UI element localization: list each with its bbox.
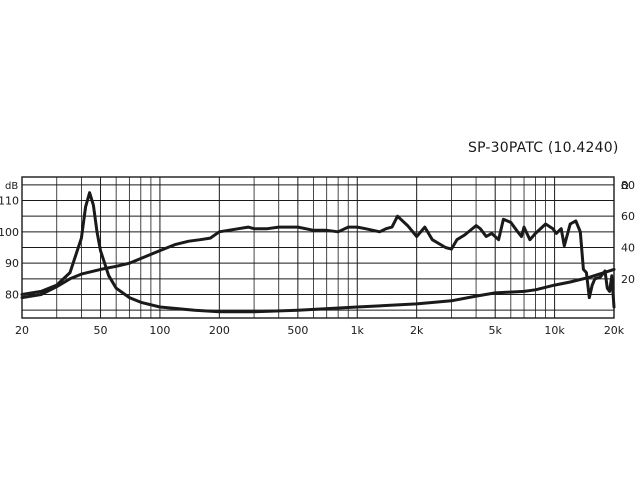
x-tick-label: 20 bbox=[15, 324, 29, 337]
x-tick-label: 2k bbox=[410, 324, 424, 337]
right-y-tick-label: 80 bbox=[621, 179, 635, 192]
x-tick-label: 50 bbox=[94, 324, 108, 337]
left-y-tick-label: 80 bbox=[5, 289, 19, 302]
impedance-curve bbox=[20, 191, 616, 314]
left-axis-unit: dB bbox=[5, 181, 18, 192]
left-y-tick-label: 110 bbox=[0, 195, 19, 208]
axis-labels: 20 50 100 200 500 1k 2k 5k 10k 20k 80 90 100 110 20 40 6… bbox=[0, 179, 635, 337]
right-y-tick-label: 40 bbox=[621, 242, 635, 255]
frequency-response-curve bbox=[20, 214, 616, 309]
right-y-tick-label: 20 bbox=[621, 273, 635, 286]
grid bbox=[22, 177, 614, 318]
left-y-tick-label: 100 bbox=[0, 226, 19, 239]
x-tick-label: 10k bbox=[544, 324, 565, 337]
x-tick-label: 5k bbox=[489, 324, 503, 337]
plot-frame bbox=[21, 176, 615, 319]
x-tick-label: 1k bbox=[351, 324, 365, 337]
right-y-tick-label: 60 bbox=[621, 210, 635, 223]
x-tick-label: 200 bbox=[209, 324, 230, 337]
right-axis-unit: Ω bbox=[621, 181, 629, 192]
x-tick-label: 100 bbox=[149, 324, 170, 337]
left-y-tick-label: 90 bbox=[5, 257, 19, 270]
curves bbox=[20, 191, 616, 314]
chart-title: SP-30PATC (10.4240) bbox=[468, 140, 619, 156]
x-tick-label: 500 bbox=[287, 324, 308, 337]
x-tick-label: 20k bbox=[604, 324, 625, 337]
